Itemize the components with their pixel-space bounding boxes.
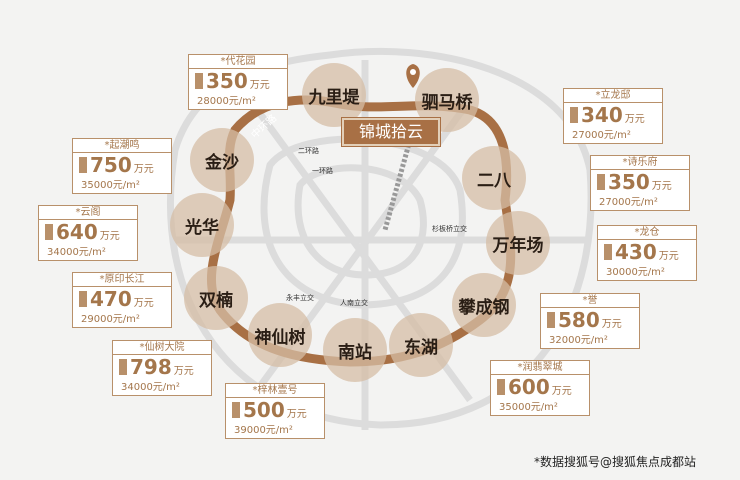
project-price-card: *诗乐府 350 万元 27000元/m² bbox=[590, 155, 690, 211]
total-price: 640 bbox=[56, 220, 98, 244]
unit-price: 34000元/m² bbox=[47, 247, 106, 258]
unit-price: 28000元/m² bbox=[197, 96, 256, 107]
area-circle: 万年场 bbox=[486, 211, 550, 275]
price-unit: 万元 bbox=[249, 80, 270, 91]
project-name: *梓林壹号 bbox=[226, 384, 324, 398]
road-network bbox=[167, 47, 595, 430]
total-price: 350 bbox=[206, 69, 248, 93]
area-circle: 双楠 bbox=[184, 266, 248, 330]
price-tag-icon bbox=[597, 174, 605, 190]
project-name: *云阁 bbox=[39, 206, 137, 220]
price-tag-icon bbox=[79, 157, 87, 173]
location-pin-icon bbox=[406, 64, 420, 88]
unit-price: 30000元/m² bbox=[606, 267, 665, 278]
project-name: *誉 bbox=[541, 294, 639, 308]
area-circle: 光华 bbox=[170, 193, 234, 257]
price-unit: 万元 bbox=[651, 181, 672, 192]
project-price-card: *原印长江 470 万元 29000元/m² bbox=[72, 272, 172, 328]
total-price: 470 bbox=[90, 287, 132, 311]
project-banner: 锦城拾云 bbox=[341, 117, 441, 147]
unit-price: 35000元/m² bbox=[499, 402, 558, 413]
price-unit: 万元 bbox=[133, 298, 154, 309]
total-price: 798 bbox=[130, 355, 172, 379]
unit-price: 32000元/m² bbox=[549, 335, 608, 346]
unit-price: 39000元/m² bbox=[234, 425, 293, 436]
project-name: *原印长江 bbox=[73, 273, 171, 287]
price-unit: 万元 bbox=[173, 366, 194, 377]
project-name: *立龙邸 bbox=[564, 89, 662, 103]
interchange-label: 人南立交 bbox=[340, 299, 368, 307]
area-circle: 神仙树 bbox=[248, 303, 312, 367]
price-unit: 万元 bbox=[133, 164, 154, 175]
project-name: *仙树大院 bbox=[113, 341, 211, 355]
road-label: 二环路 bbox=[298, 147, 319, 155]
total-price: 600 bbox=[508, 375, 550, 399]
total-price: 340 bbox=[581, 103, 623, 127]
total-price: 500 bbox=[243, 398, 285, 422]
unit-price: 34000元/m² bbox=[121, 382, 180, 393]
price-tag-icon bbox=[604, 244, 612, 260]
area-circle: 二八 bbox=[462, 146, 526, 210]
price-tag-icon bbox=[497, 379, 505, 395]
project-name: *起潮鸣 bbox=[73, 139, 171, 153]
project-name: *龙仓 bbox=[598, 226, 696, 240]
interchange-label: 永丰立交 bbox=[286, 294, 314, 302]
project-price-card: *润翡翠城 600 万元 35000元/m² bbox=[490, 360, 590, 416]
project-price-card: *龙仓 430 万元 30000元/m² bbox=[597, 225, 697, 281]
price-tag-icon bbox=[195, 73, 203, 89]
price-unit: 万元 bbox=[658, 251, 679, 262]
price-unit: 万元 bbox=[624, 114, 645, 125]
project-price-card: *起潮鸣 750 万元 35000元/m² bbox=[72, 138, 172, 194]
project-price-card: *仙树大院 798 万元 34000元/m² bbox=[112, 340, 212, 396]
unit-price: 29000元/m² bbox=[81, 314, 140, 325]
project-name: *代花园 bbox=[189, 55, 287, 69]
unit-price: 27000元/m² bbox=[599, 197, 658, 208]
price-unit: 万元 bbox=[99, 231, 120, 242]
project-name: *诗乐府 bbox=[591, 156, 689, 170]
price-unit: 万元 bbox=[551, 386, 572, 397]
project-price-card: *誉 580 万元 32000元/m² bbox=[540, 293, 640, 349]
price-unit: 万元 bbox=[601, 319, 622, 330]
project-name: *润翡翠城 bbox=[491, 361, 589, 375]
price-tag-icon bbox=[547, 312, 555, 328]
area-circle: 东湖 bbox=[389, 313, 453, 377]
area-circle: 南站 bbox=[323, 318, 387, 382]
area-circle: 攀成钢 bbox=[452, 273, 516, 337]
area-circle: 金沙 bbox=[190, 128, 254, 192]
project-price-card: *梓林壹号 500 万元 39000元/m² bbox=[225, 383, 325, 439]
area-circle: 驷马桥 bbox=[415, 68, 479, 132]
price-tag-icon bbox=[79, 291, 87, 307]
total-price: 430 bbox=[615, 240, 657, 264]
footnote: *数据搜狐号@搜狐焦点成都站 bbox=[534, 455, 697, 469]
total-price: 580 bbox=[558, 308, 600, 332]
unit-price: 35000元/m² bbox=[81, 180, 140, 191]
area-circle: 九里堤 bbox=[302, 63, 366, 127]
total-price: 350 bbox=[608, 170, 650, 194]
project-price-card: *云阁 640 万元 34000元/m² bbox=[38, 205, 138, 261]
price-tag-icon bbox=[119, 359, 127, 375]
price-unit: 万元 bbox=[286, 409, 307, 420]
project-price-card: *立龙邸 340 万元 27000元/m² bbox=[563, 88, 663, 144]
price-tag-icon bbox=[570, 107, 578, 123]
unit-price: 27000元/m² bbox=[572, 130, 631, 141]
road-label: 一环路 bbox=[312, 167, 333, 175]
total-price: 750 bbox=[90, 153, 132, 177]
price-tag-icon bbox=[45, 224, 53, 240]
project-price-card: *代花园 350 万元 28000元/m² bbox=[188, 54, 288, 110]
price-tag-icon bbox=[232, 402, 240, 418]
interchange-label: 杉板桥立交 bbox=[432, 225, 467, 233]
